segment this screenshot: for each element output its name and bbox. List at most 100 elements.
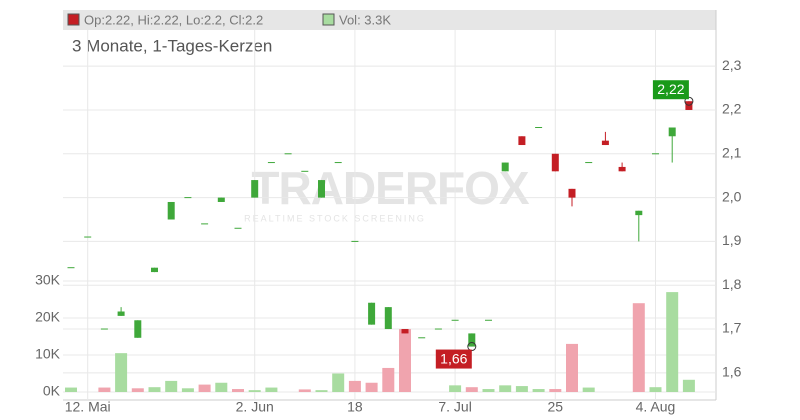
volume-bar <box>365 382 378 392</box>
candle-body <box>167 201 175 220</box>
volume-bar <box>131 388 144 392</box>
volume-bar <box>666 292 679 392</box>
candle-body <box>117 311 125 316</box>
volume-bar <box>65 387 77 392</box>
candle-body <box>568 188 576 198</box>
y-tick-label: 2,1 <box>722 144 742 160</box>
candle-body <box>468 333 476 347</box>
volume-bar <box>265 387 278 392</box>
volume-bar <box>532 389 545 392</box>
volume-bar <box>165 380 178 392</box>
volume-bar <box>332 373 345 392</box>
volume-bar <box>248 390 261 392</box>
y-tick-label: 1,7 <box>722 320 742 336</box>
volume-bar <box>115 353 128 392</box>
candle-body <box>518 136 526 146</box>
candle-body <box>585 162 593 164</box>
volume-bar <box>465 387 478 392</box>
volume-bar <box>315 390 328 392</box>
ohlc-readout: Op:2.22, Hi:2.22, Lo:2.2, Cl:2.2 <box>84 12 263 27</box>
y-tick-label: 1,9 <box>722 232 742 248</box>
candle-body <box>485 319 492 321</box>
volume-readout: Vol: 3.3K <box>339 12 391 27</box>
candle-body <box>618 166 626 172</box>
candle-body <box>134 320 142 338</box>
candle-body <box>301 170 309 172</box>
x-tick-label: 7. Jul <box>438 399 471 415</box>
annotation-label: 1,66 <box>440 350 467 366</box>
candle-body <box>535 127 543 129</box>
volume-swatch <box>322 13 335 26</box>
annotation-label: 2,22 <box>657 81 684 97</box>
candle-body <box>184 197 192 199</box>
volume-bar <box>348 380 361 392</box>
candle-body <box>267 162 275 164</box>
x-tick-label: 18 <box>347 399 363 415</box>
volume-bar <box>582 387 595 392</box>
volume-tick-label: 10K <box>35 346 61 362</box>
x-tick-label: 2. Jun <box>236 399 274 415</box>
volume-bar <box>482 389 495 392</box>
y-tick-label: 2,0 <box>722 188 742 204</box>
annotation-box <box>435 349 472 369</box>
annotation-box <box>652 80 689 100</box>
volume-bar <box>399 329 411 392</box>
candle-body <box>201 223 209 225</box>
volume-bar <box>232 389 244 392</box>
volume-tick-label: 20K <box>35 309 61 325</box>
x-tick-label: 12. Mai <box>65 399 111 415</box>
watermark-brand: TRADERFOX <box>251 162 530 214</box>
volume-tick-label: 30K <box>35 272 61 288</box>
candle-body <box>284 153 292 155</box>
candle-body <box>217 197 225 202</box>
volume-bar <box>682 379 695 392</box>
x-tick-label: 25 <box>548 399 564 415</box>
candle-body <box>551 153 559 172</box>
ohlc-swatch <box>67 13 80 26</box>
volume-bar <box>198 384 211 392</box>
candle-body <box>67 267 75 269</box>
candle-body <box>601 140 609 146</box>
candle-body <box>368 302 376 325</box>
candle-body <box>351 240 359 242</box>
header-bar <box>63 10 716 30</box>
volume-bar <box>215 382 228 392</box>
candle-body <box>84 236 92 238</box>
candle-body <box>668 127 676 137</box>
candle-body <box>318 180 325 198</box>
subtitle: 3 Monate, 1-Tages-Kerzen <box>72 36 272 55</box>
volume-bar <box>566 343 578 392</box>
candle-body <box>451 319 459 321</box>
candle-body <box>334 162 342 164</box>
y-tick-label: 2,2 <box>722 101 742 117</box>
candle-body <box>151 267 158 273</box>
y-tick-label: 2,3 <box>722 57 742 73</box>
candle-body <box>384 307 392 330</box>
x-tick-label: 4. Aug <box>636 399 676 415</box>
candle-body <box>652 153 659 155</box>
y-tick-label: 1,6 <box>722 364 742 380</box>
candle-body <box>251 180 259 198</box>
volume-bar <box>148 387 161 392</box>
volume-bar <box>382 367 395 392</box>
candle-body <box>635 210 643 216</box>
volume-bar <box>649 387 662 392</box>
volume-bar <box>449 385 462 392</box>
volume-bar <box>499 385 512 392</box>
volume-bar <box>549 389 562 392</box>
volume-bar <box>515 386 528 392</box>
volume-bar <box>298 389 311 392</box>
volume-bar <box>632 303 645 392</box>
candle-body <box>434 328 442 330</box>
volume-tick-label: 0K <box>43 383 61 399</box>
candle-body <box>501 162 509 172</box>
candle-body <box>234 227 242 229</box>
y-tick-label: 1,8 <box>722 276 742 292</box>
candle-body <box>100 328 108 330</box>
volume-bar <box>98 387 111 392</box>
volume-bar <box>181 388 194 392</box>
watermark-tagline: REALTIME STOCK SCREENING <box>244 213 426 223</box>
candle-body <box>401 329 409 334</box>
candle-body <box>418 337 426 339</box>
